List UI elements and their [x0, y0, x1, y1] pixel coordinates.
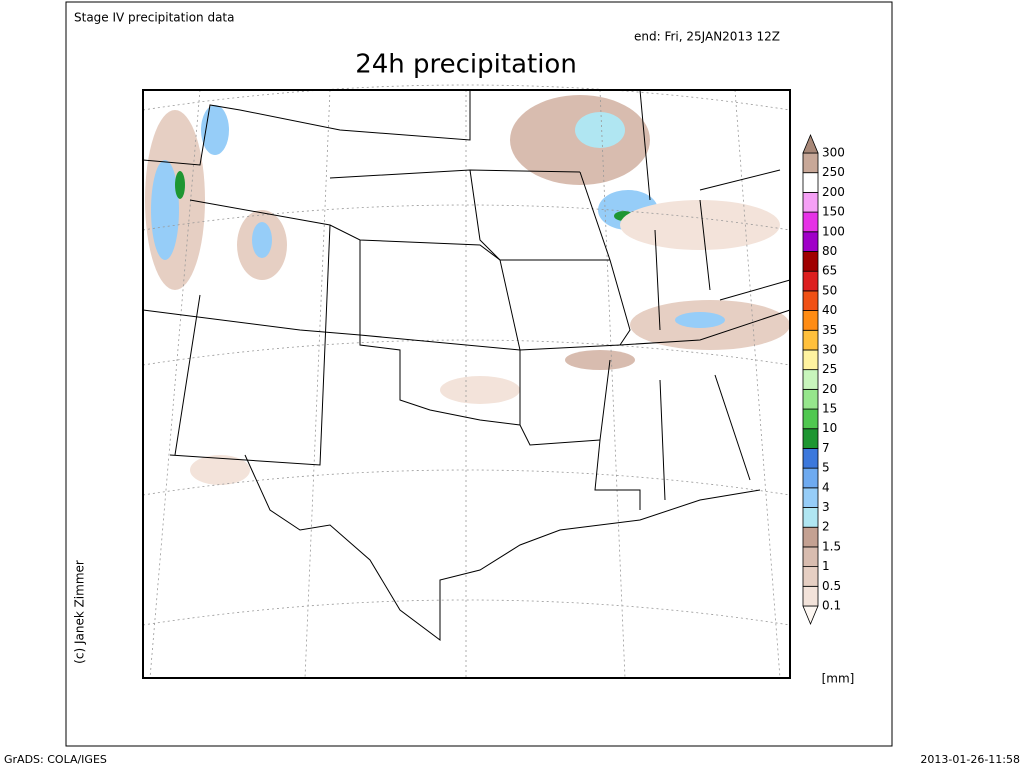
state-borders	[142, 89, 791, 641]
colorbar-label: 30	[822, 342, 837, 356]
colorbar-box	[802, 546, 819, 568]
colorbar-label: 5	[822, 461, 830, 475]
colorbar-label: 2	[822, 520, 830, 534]
colorbar-label: 40	[822, 303, 837, 317]
map-frame	[142, 89, 791, 679]
colorbar-box	[802, 487, 819, 508]
colorbar-label: 4	[822, 480, 830, 494]
colorbar-box	[802, 388, 819, 410]
colorbar-label: 20	[822, 382, 837, 396]
colorbar-label: 1.5	[822, 539, 841, 553]
footer-right: 2013-01-26-11:58	[920, 753, 1020, 766]
colorbar-label: 150	[822, 205, 845, 219]
colorbar-box	[802, 369, 819, 390]
colorbar-box	[802, 172, 819, 193]
colorbar-box	[802, 251, 819, 272]
colorbar-triangle	[802, 133, 819, 154]
map	[142, 84, 791, 679]
colorbar-box	[802, 448, 819, 469]
colorbar-label: 200	[822, 185, 845, 199]
colorbar-label: 3	[822, 500, 830, 514]
title: 24h precipitation	[355, 50, 577, 80]
colorbar-label: 250	[822, 165, 845, 179]
colorbar-box	[802, 507, 819, 528]
colorbar-box	[802, 349, 819, 371]
colorbar-label: 65	[822, 264, 837, 278]
colorbar-label: 25	[822, 362, 837, 376]
footer-left: GrADS: COLA/IGES	[4, 753, 107, 766]
colorbar-box	[802, 270, 819, 292]
colorbar-box	[802, 191, 819, 213]
colorbar: 0.1 0.5 1 1.5 2 3 4 5 7 10 15 20 25 30 35 40 50 65 80 100 15…	[802, 133, 845, 626]
precipitation-field	[145, 95, 790, 485]
colorbar-box	[802, 566, 819, 587]
valid-time: end: Fri, 25JAN2013 12Z	[634, 30, 780, 44]
colorbar-box	[802, 428, 819, 449]
credit: (c) Janek Zimmer	[73, 560, 87, 664]
colorbar-label: 15	[822, 402, 837, 416]
colorbar-box	[802, 211, 819, 233]
colorbar-label: 10	[822, 421, 837, 435]
colorbar-label: 1	[822, 559, 830, 573]
colorbar-box	[802, 526, 819, 548]
colorbar-box	[802, 585, 819, 607]
colorbar-box	[802, 467, 819, 489]
colorbar-label: 80	[822, 244, 837, 258]
colorbar-box	[802, 152, 819, 174]
colorbar-box	[802, 231, 819, 252]
colorbar-box	[802, 329, 819, 351]
colorbar-label: 7	[822, 441, 830, 455]
colorbar-label: 50	[822, 283, 837, 297]
legend-unit: [mm]	[822, 672, 855, 686]
colorbar-label: 300	[822, 146, 845, 160]
colorbar-label: 0.1	[822, 599, 841, 613]
colorbar-box	[802, 408, 819, 430]
colorbar-box	[802, 310, 819, 331]
graticule	[142, 84, 791, 679]
colorbar-label: 100	[822, 224, 845, 238]
colorbar-box	[802, 290, 819, 311]
colorbar-label: 35	[822, 323, 837, 337]
colorbar-label: 0.5	[822, 579, 841, 593]
subtitle: Stage IV precipitation data	[74, 11, 235, 25]
